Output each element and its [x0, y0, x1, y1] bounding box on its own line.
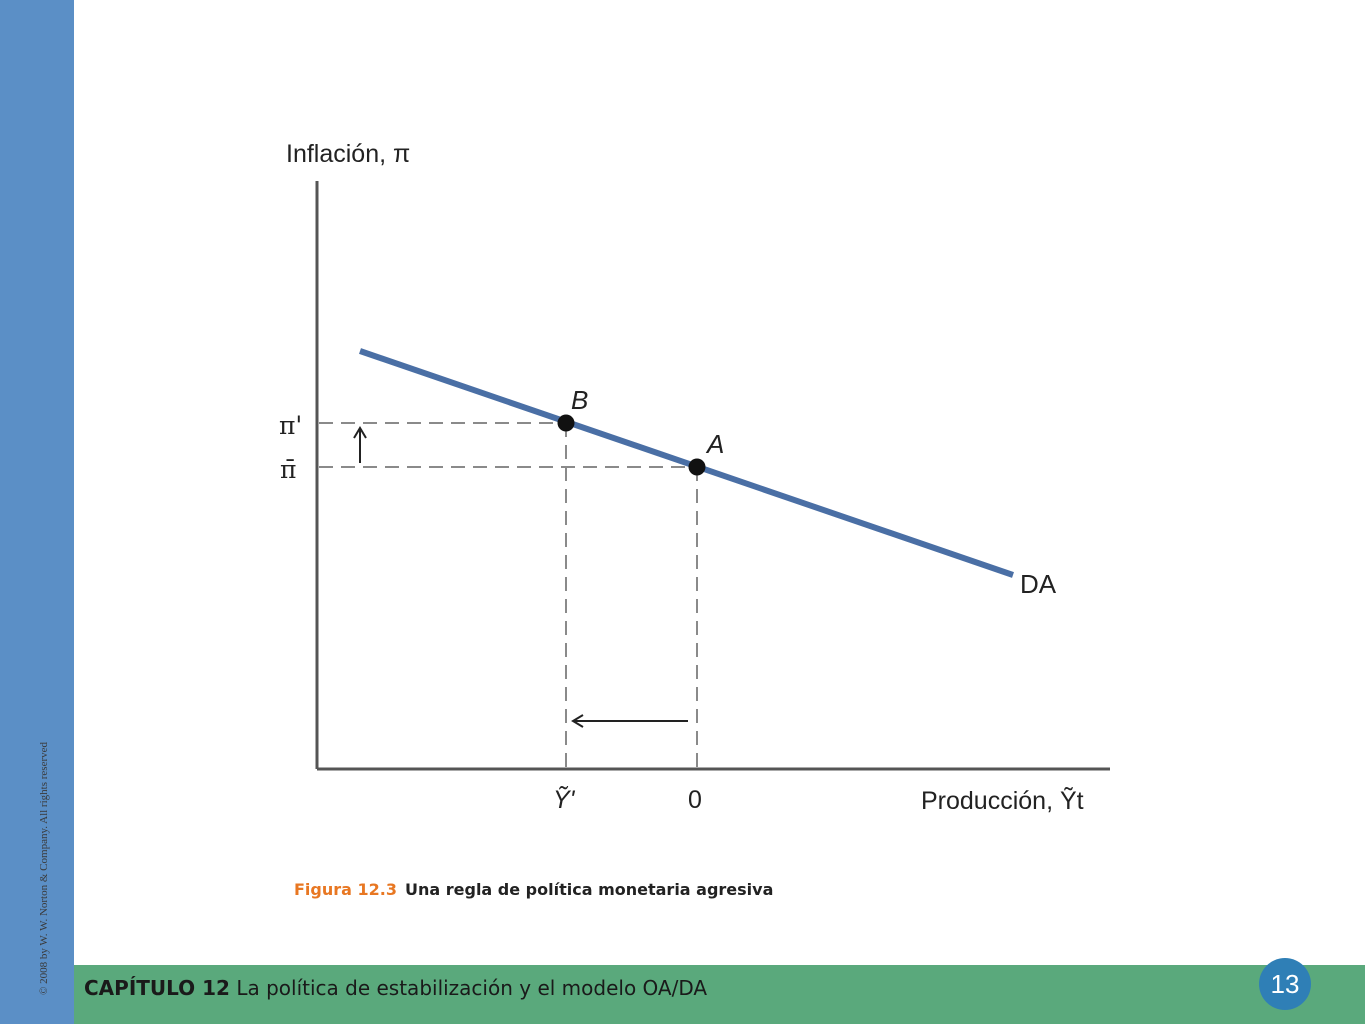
- left-arrow: [571, 714, 688, 728]
- chapter-title: La política de estabilización y el model…: [236, 976, 708, 1000]
- y-tick-pi-bar: π̄: [280, 455, 296, 484]
- point-b: [557, 414, 575, 432]
- figure-title: Una regla de política monetaria agresiva: [405, 880, 774, 899]
- left-sidebar-bar: [0, 0, 74, 1024]
- y-tick-pi-prime: π': [279, 411, 302, 440]
- ad-curve: [359, 348, 1014, 578]
- chapter-heading: CAPÍTULO 12 La política de estabilizació…: [84, 976, 707, 1000]
- chapter-label: CAPÍTULO 12: [84, 976, 230, 1000]
- figure-number: Figura 12.3: [294, 880, 397, 899]
- figure-caption: Figura 12.3 Una regla de política monetar…: [294, 880, 773, 899]
- curve-label-da: DA: [1020, 569, 1057, 599]
- point-a: [688, 458, 706, 476]
- x-axis-label: Producción, Ỹt: [921, 786, 1084, 815]
- page-number-badge: 13: [1259, 958, 1311, 1010]
- up-arrow: [353, 426, 367, 463]
- x-tick-zero: 0: [688, 786, 702, 814]
- point-a-label: A: [705, 429, 724, 459]
- point-b-label: B: [571, 385, 588, 415]
- x-tick-y-prime: Ỹ': [553, 785, 576, 814]
- y-axis-label: Inflación, π: [286, 140, 410, 168]
- footer-bar: [74, 965, 1365, 1024]
